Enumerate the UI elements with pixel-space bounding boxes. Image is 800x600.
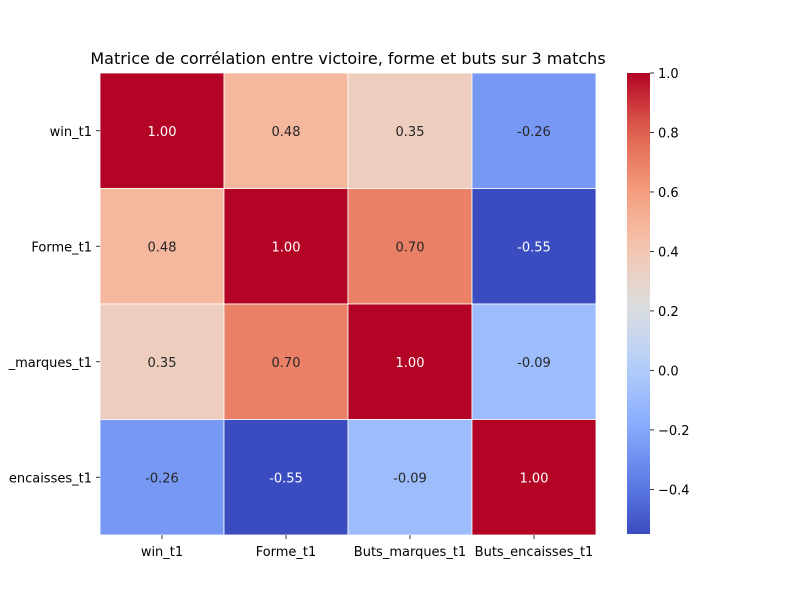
heatmap-cell	[99, 419, 225, 536]
column-labels: win_t1 Forme_t1 Buts_marques_t1 Buts_encais…	[141, 535, 594, 560]
cell-value-label: -0.55	[517, 240, 551, 255]
cell-value-label: -0.09	[517, 356, 551, 371]
column-label: Forme_t1	[256, 545, 317, 560]
heatmap-cell	[99, 72, 225, 189]
row-label: win_t1	[50, 125, 92, 140]
cell-value-label: 0.48	[272, 125, 301, 140]
heatmap-cell	[99, 188, 225, 305]
column-label: win_t1	[141, 545, 183, 560]
row-label: Forme_t1	[31, 240, 92, 255]
cell-value-label: -0.26	[145, 471, 179, 486]
colorbar-tick-label: 0.2	[658, 305, 679, 320]
cell-value-label: -0.26	[517, 125, 551, 140]
heatmap-cell	[223, 188, 349, 305]
colorbar-tick-label: −0.4	[658, 483, 690, 498]
colorbar-tick-label: −0.2	[658, 424, 690, 439]
cell-value-label: 1.00	[272, 240, 301, 255]
cell-value-label: 0.70	[272, 356, 301, 371]
colorbar-tick-label: 0.6	[658, 186, 679, 201]
cell-value-label: 1.00	[148, 125, 177, 140]
heatmap-cell	[471, 188, 597, 305]
cell-value-label: -0.55	[269, 471, 303, 486]
heatmap-cell	[347, 188, 473, 305]
colorbar-gradient	[627, 73, 650, 534]
heatmap-cells: 1.00 0.48 0.35 -0.26 0.48 1.00 0.70 -0.55 0.35 0.…	[99, 72, 597, 536]
row-label: _marques_t1	[8, 356, 92, 371]
row-label: encaisses_t1	[9, 471, 92, 486]
heatmap-cell	[471, 72, 597, 189]
cell-value-label: 1.00	[520, 471, 549, 486]
colorbar-tick-label: 0.8	[658, 126, 679, 141]
heatmap-cell	[347, 419, 473, 536]
heatmap-cell	[471, 303, 597, 420]
cell-value-label: -0.09	[393, 471, 427, 486]
cell-value-label: 0.48	[148, 240, 177, 255]
heatmap-cell	[223, 303, 349, 420]
cell-value-label: 1.00	[396, 356, 425, 371]
colorbar-ticks: 1.0 0.8 0.6 0.4 0.2 0.0 −0.2 −0.4	[650, 67, 690, 498]
chart-title: Matrice de corrélation entre victoire, f…	[90, 49, 605, 68]
column-label: Buts_marques_t1	[354, 545, 466, 560]
colorbar-tick-label: 0.0	[658, 364, 679, 379]
colorbar-tick-label: 1.0	[658, 67, 679, 82]
heatmap-cell	[471, 419, 597, 536]
column-label: Buts_encaisses_t1	[475, 545, 594, 560]
colorbar-tick-label: 0.4	[658, 245, 679, 260]
heatmap-cell	[347, 72, 473, 189]
heatmap-cell	[223, 419, 349, 536]
colorbar	[627, 73, 650, 534]
cell-value-label: 0.35	[148, 356, 177, 371]
heatmap-cell	[223, 72, 349, 189]
row-labels: win_t1 Forme_t1 _marques_t1 encaisses_t1	[8, 125, 100, 486]
cell-value-label: 0.70	[396, 240, 425, 255]
cell-value-label: 0.35	[396, 125, 425, 140]
